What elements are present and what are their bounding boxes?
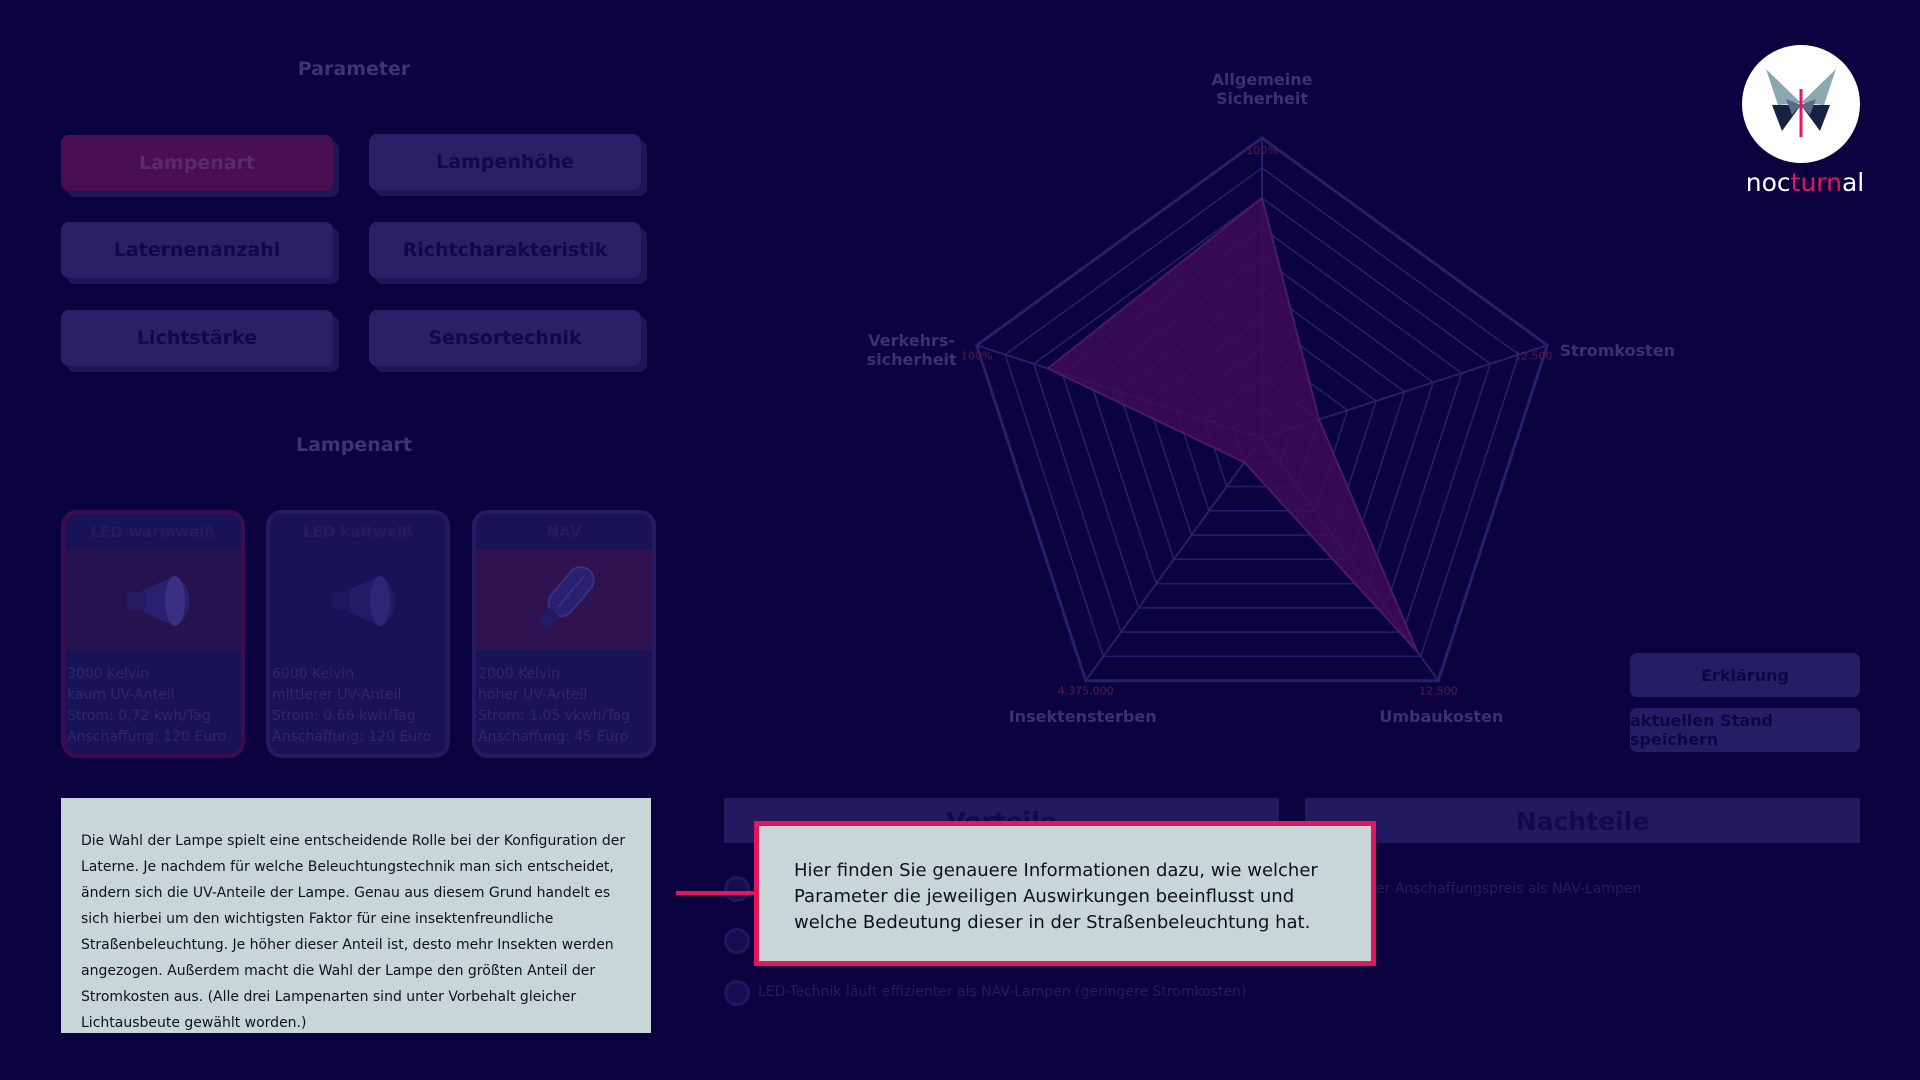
lamp-card-line: Strom: 0,72 kwh/Tag	[67, 708, 211, 724]
lamp-card-line: kaum UV-Anteil	[67, 687, 175, 703]
lamp-card-line: Anschaffung: 120 Euro	[272, 729, 432, 745]
radar-grid-ring	[1032, 197, 1492, 633]
radar-grid-ring	[974, 136, 1550, 683]
radar-axis-label-line: Stromkosten	[1559, 341, 1675, 361]
lamp-card-line: mittlerer UV-Anteil	[272, 687, 402, 703]
lamp-card-line: 3000 Kelvin	[67, 666, 150, 682]
radar-max-label: 100%	[961, 349, 992, 362]
radar-max-labels: 100% 12.500 12.500 4.375.000 100%	[961, 144, 1553, 698]
led-bulb-icon	[65, 550, 241, 650]
radar-axis-label-line: Insektensterben	[1008, 706, 1157, 726]
lamp-card-title: LED warmweiß	[90, 523, 216, 541]
parameter-description: Die Wahl der Lampe spielt eine entscheid…	[61, 798, 651, 1033]
radar-axis-label-line: Sicherheit	[1216, 89, 1308, 108]
radar-max-label: 100%	[1246, 144, 1277, 157]
moth-icon	[1766, 69, 1836, 137]
vorteil-item: LED-Technik läuft effizienter als NAV-La…	[758, 984, 1247, 1000]
vorteil-radio[interactable]	[724, 928, 750, 954]
nav-bulb-icon	[476, 550, 652, 650]
logo-text-part: noc	[1745, 168, 1791, 197]
lamp-card-nav[interactable]: NAV 2000 Kelvin hoher UV-Anteil Strom: 1…	[472, 510, 656, 758]
lamp-card-line: Strom: 0,66 kwh/Tag	[272, 708, 416, 724]
logo-text-part: al	[1841, 168, 1865, 197]
lamp-card-line: Strom: 1,05 vkwh/Tag	[478, 708, 630, 724]
lamp-card-led-kalt[interactable]: LED kaltweiß 6000 Kelvin mittlerer UV-An…	[266, 510, 450, 758]
param-button-richtcharakteristik[interactable]: Richtcharakteristik	[369, 222, 641, 278]
radar-axis-line	[1084, 437, 1263, 682]
vorteil-radio[interactable]	[724, 876, 750, 902]
erklaerung-button[interactable]: Erklärung	[1630, 653, 1860, 697]
lamp-card-line: hoher UV-Anteil	[478, 687, 588, 703]
nachteile-header: Nachteile	[1305, 798, 1860, 843]
vorteil-radio[interactable]	[724, 980, 750, 1006]
logo-text-accent: turn	[1790, 168, 1842, 197]
radar-grid-ring	[1004, 167, 1520, 658]
info-tooltip: Hier finden Sie genauere Informationen d…	[754, 821, 1376, 966]
radar-axis-label-line: Umbaukosten	[1379, 706, 1504, 726]
lamp-card-line: Anschaffung: 45 Euro	[478, 729, 629, 745]
logo-text: nocturnal	[1740, 168, 1870, 197]
radar-max-label: 4.375.000	[1058, 685, 1114, 698]
radar-axis-label: Stromkosten	[1537, 341, 1697, 360]
lamp-card-line: 6000 Kelvin	[272, 666, 355, 682]
radar-axis-label-line: Verkehrs-	[868, 331, 956, 351]
param-button-lichtstaerke[interactable]: Lichtstärke	[61, 310, 333, 366]
lampenart-title: Lampenart	[295, 434, 412, 456]
lamp-card-line: 2000 Kelvin	[478, 666, 561, 682]
radar-chart: 100% 12.500 12.500 4.375.000 100%	[961, 136, 1553, 698]
param-button-lampenart[interactable]: Lampenart	[61, 135, 333, 191]
parameter-title: Parameter	[297, 58, 411, 80]
radar-axis-label: Insektensterben	[1003, 707, 1163, 726]
radar-axis-label-line: Allgemeine	[1211, 70, 1313, 89]
nachteil-item: er Anschaffungspreis als NAV-Lampen	[1376, 881, 1642, 897]
param-button-sensortechnik[interactable]: Sensortechnik	[369, 310, 641, 366]
lamp-card-title: LED kaltweiß	[303, 523, 413, 541]
radar-axis-label: Verkehrs-sicherheit	[832, 331, 992, 369]
lamp-card-title: NAV	[546, 523, 582, 541]
param-button-lampenhoehe[interactable]: Lampenhöhe	[369, 134, 641, 190]
lamp-card-led-warm[interactable]: LED warmweiß 3000 Kelvin kaum UV-Anteil …	[61, 510, 245, 758]
radar-axis-label: Allgemeine Sicherheit	[1182, 70, 1342, 108]
radar-max-label: 12.500	[1419, 685, 1458, 698]
radar-axis-label: Umbaukosten	[1361, 707, 1521, 726]
radar-max-label: 12.500	[1514, 349, 1553, 362]
save-state-button[interactable]: aktuellen Stand speichern	[1630, 708, 1860, 752]
radar-value-area	[1046, 196, 1419, 653]
tooltip-connector	[676, 891, 756, 895]
led-bulb-icon	[270, 550, 446, 650]
lamp-card-line: Anschaffung: 120 Euro	[67, 729, 227, 745]
radar-axis-label-line: sicherheit	[866, 350, 957, 370]
logo	[1742, 45, 1860, 163]
param-button-laternenanzahl[interactable]: Laternenanzahl	[61, 222, 333, 278]
